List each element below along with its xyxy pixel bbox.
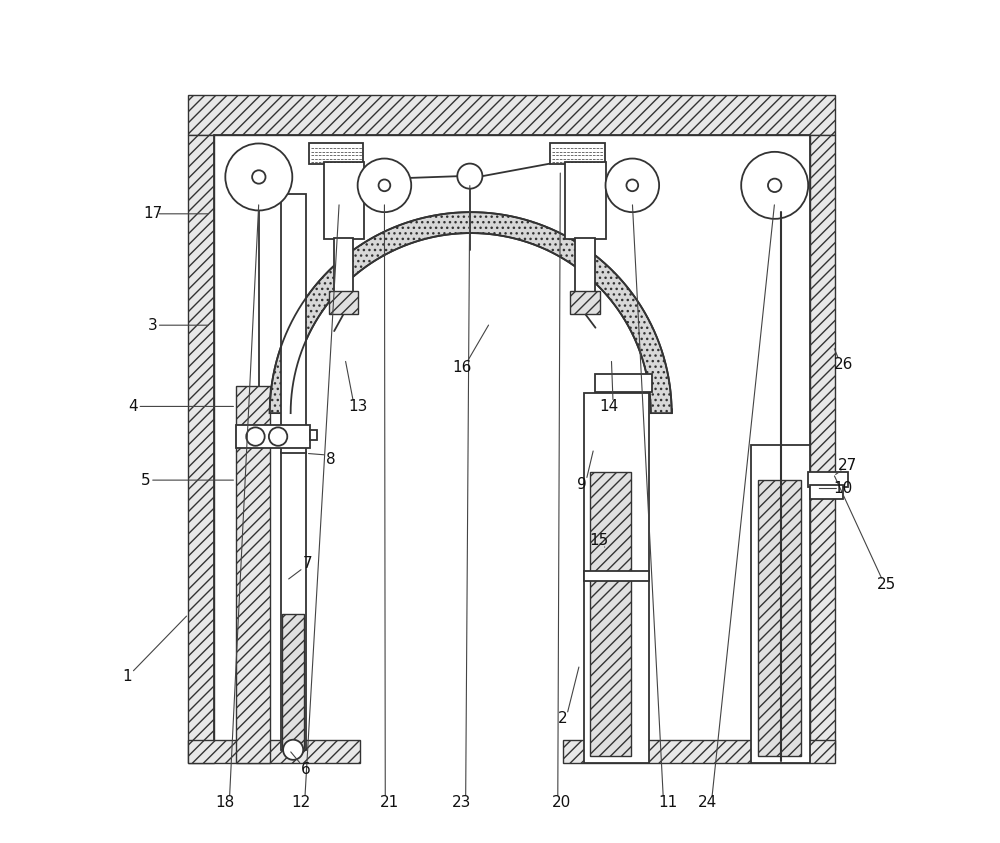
Text: 1: 1 bbox=[123, 669, 132, 685]
Circle shape bbox=[457, 164, 482, 189]
Text: 12: 12 bbox=[291, 795, 310, 810]
Bar bbox=[563, 739, 835, 763]
Bar bbox=[282, 614, 304, 748]
Text: 4: 4 bbox=[128, 399, 138, 414]
Bar bbox=[584, 393, 649, 763]
Text: 25: 25 bbox=[877, 577, 897, 593]
Bar bbox=[236, 386, 270, 763]
Bar bbox=[324, 162, 364, 239]
Bar bbox=[590, 472, 631, 756]
Circle shape bbox=[606, 158, 659, 212]
Bar bbox=[751, 445, 810, 763]
Bar bbox=[758, 481, 801, 756]
Circle shape bbox=[768, 179, 781, 192]
Circle shape bbox=[379, 180, 390, 191]
Bar bbox=[550, 143, 605, 164]
Bar bbox=[570, 291, 600, 314]
Bar bbox=[808, 472, 848, 486]
Circle shape bbox=[269, 427, 287, 446]
Bar bbox=[565, 162, 606, 239]
Text: 10: 10 bbox=[834, 481, 853, 496]
Text: 8: 8 bbox=[326, 452, 336, 467]
Bar bbox=[309, 143, 363, 164]
Text: 14: 14 bbox=[599, 399, 618, 414]
Bar bbox=[188, 95, 835, 135]
Circle shape bbox=[225, 143, 292, 211]
Text: 27: 27 bbox=[838, 458, 857, 473]
Bar bbox=[595, 373, 652, 392]
Bar bbox=[810, 135, 835, 749]
Text: 15: 15 bbox=[589, 533, 608, 548]
Text: 7: 7 bbox=[303, 556, 312, 572]
Bar bbox=[810, 485, 843, 498]
Circle shape bbox=[358, 158, 411, 212]
Bar bbox=[188, 739, 360, 763]
Text: 16: 16 bbox=[453, 360, 472, 374]
Bar bbox=[310, 430, 317, 440]
Text: 24: 24 bbox=[698, 795, 717, 810]
Circle shape bbox=[741, 152, 808, 219]
Circle shape bbox=[626, 180, 638, 191]
Circle shape bbox=[283, 739, 303, 760]
Bar bbox=[281, 453, 306, 749]
Bar bbox=[281, 194, 306, 454]
Text: 9: 9 bbox=[577, 477, 587, 491]
Text: 11: 11 bbox=[658, 795, 677, 810]
Bar bbox=[236, 425, 310, 448]
Text: 13: 13 bbox=[348, 399, 367, 414]
Text: 3: 3 bbox=[148, 318, 157, 333]
Text: 26: 26 bbox=[834, 357, 853, 372]
Text: 6: 6 bbox=[301, 761, 311, 776]
Text: 5: 5 bbox=[141, 473, 151, 487]
Bar bbox=[188, 135, 214, 763]
Bar bbox=[329, 291, 358, 314]
Text: 18: 18 bbox=[216, 795, 235, 810]
Bar bbox=[584, 571, 649, 581]
Text: 23: 23 bbox=[452, 795, 471, 810]
Polygon shape bbox=[270, 212, 672, 413]
Text: 2: 2 bbox=[558, 711, 568, 727]
Bar bbox=[575, 238, 595, 292]
Bar bbox=[334, 238, 353, 292]
Text: 21: 21 bbox=[380, 795, 399, 810]
Text: 17: 17 bbox=[143, 207, 162, 222]
Circle shape bbox=[252, 170, 266, 184]
Text: 20: 20 bbox=[552, 795, 572, 810]
Circle shape bbox=[246, 427, 265, 446]
